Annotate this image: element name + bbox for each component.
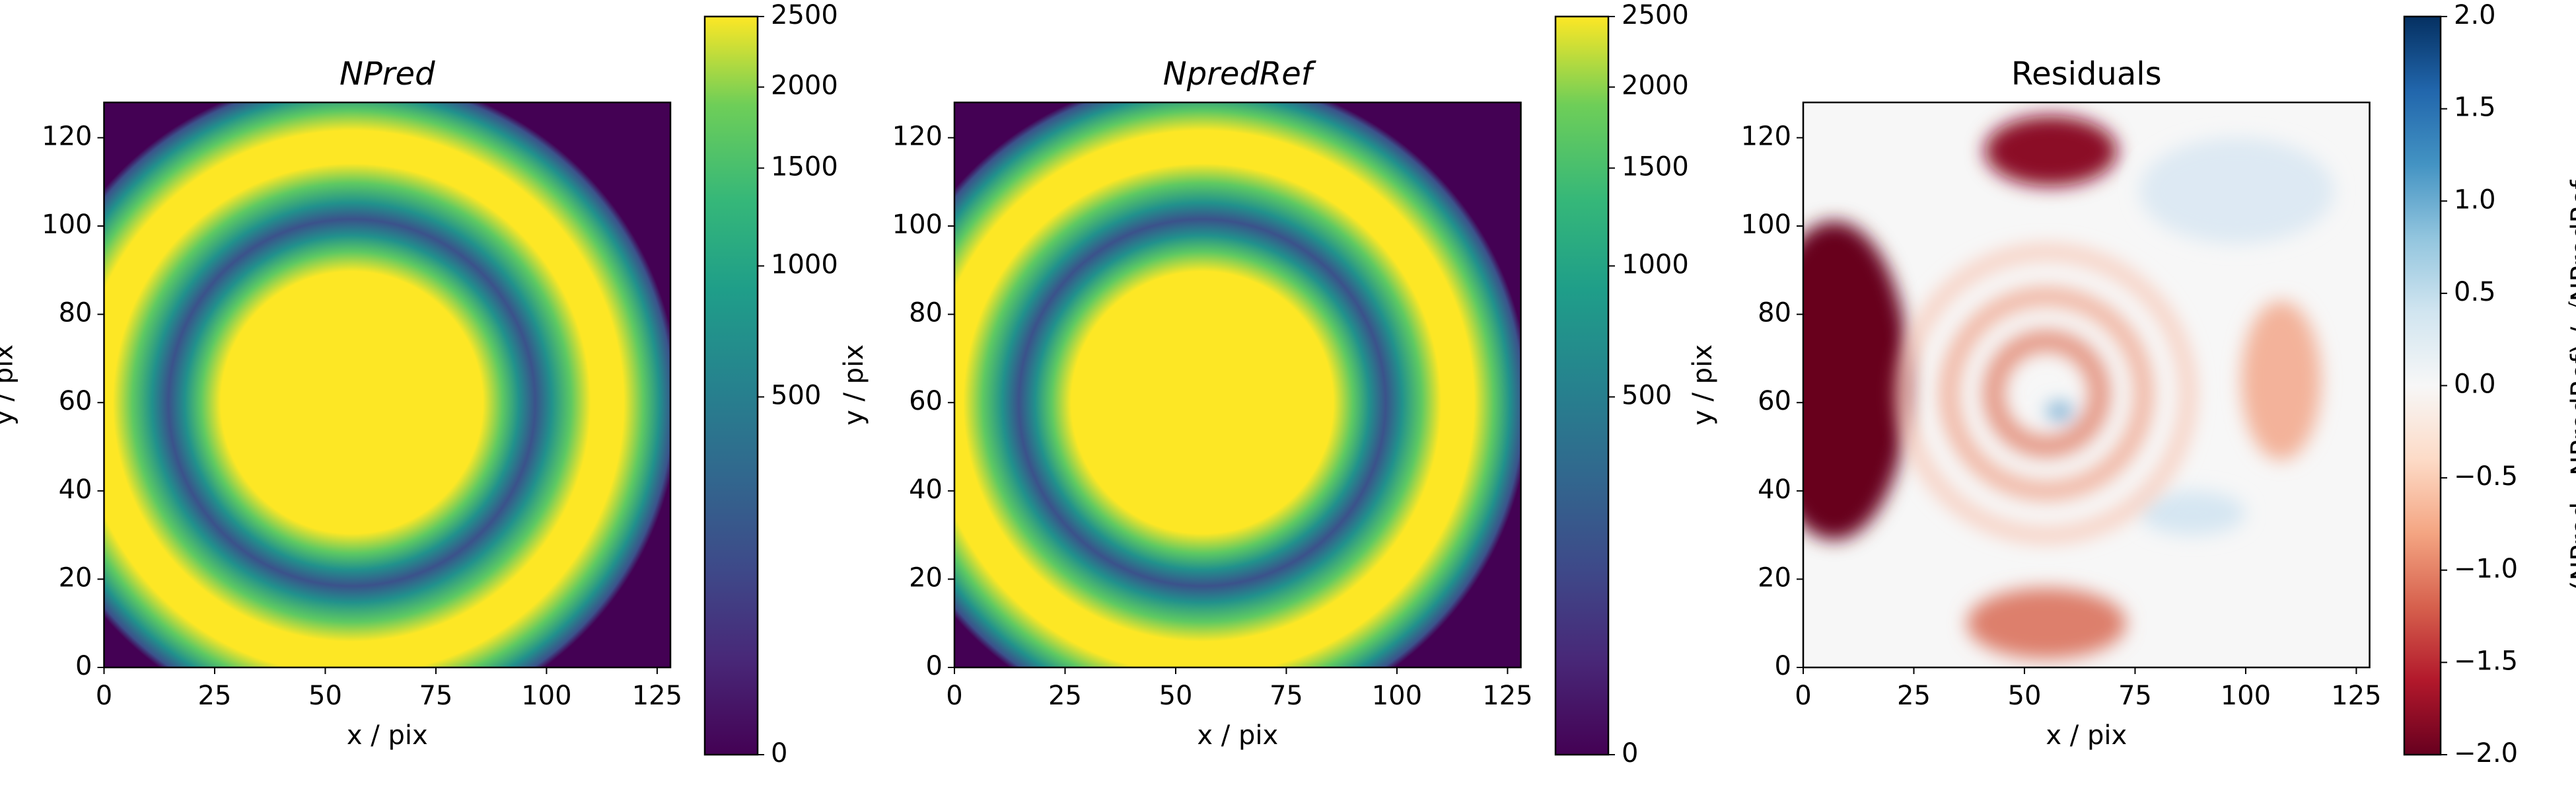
colorbar-tick-label: 0 [1622,738,1638,769]
colorbar-tick-label: −1.5 [2454,646,2518,676]
panel: NPred 0 25 50 75 100 125 0 20 40 60 80 100 120 x / pix… [0,0,838,769]
y-axis-label: y / pix [0,344,19,426]
colorbar-tick-label: 2000 [1622,71,1689,101]
colorbar-tick-label: 0.5 [2454,277,2496,307]
axes-frame [103,101,672,669]
colorbar-tick-label: 2500 [1622,0,1689,30]
colorbar-tick-label: −2.0 [2454,738,2518,769]
y-tick-label: 80 [1758,298,1791,328]
chart-title: NpredRef [1163,56,1316,93]
x-tick-label: 125 [2331,681,2381,711]
colorbar [703,15,759,756]
y-tick-label: 80 [909,298,943,328]
x-tick-label: 50 [308,681,342,711]
y-tick-label: 20 [59,562,92,593]
x-tick-label: 25 [1048,681,1082,711]
axes-frame [953,101,1522,669]
x-tick-label: 0 [1795,681,1811,711]
x-tick-label: 75 [1270,681,1303,711]
colorbar-tick-label: 1.5 [2454,93,2496,123]
x-axis-label: x / pix [1197,720,1278,751]
colorbar-tick-label: 2.0 [2454,0,2496,30]
heatmap-image [104,102,670,667]
colorbar-tick-label: 500 [1622,381,1672,411]
colorbar-tick-label: 1000 [771,249,838,280]
colorbar-tick-label: 0 [771,738,787,769]
y-tick-label: 120 [892,121,943,151]
x-tick-label: 0 [96,681,112,711]
x-tick-label: 50 [2008,681,2042,711]
colorbar-tick-label: 0.0 [2454,369,2496,400]
colorbar-tick-label: −1.0 [2454,554,2518,584]
y-tick-label: 100 [1741,209,1791,240]
colorbar-tick-label: 2000 [771,71,838,101]
y-tick-label: 100 [42,209,92,240]
colorbar-tick-label: −0.5 [2454,461,2518,492]
panel: NpredRef 0 25 50 75 100 125 0 20 40 60 80 100 120 x / … [839,0,1689,769]
x-tick-label: 0 [946,681,962,711]
colorbar-tick-label: 1000 [1622,249,1689,280]
x-tick-label: 75 [2118,681,2152,711]
colorbar-tick-label: 1500 [1622,151,1689,182]
x-tick-label: 100 [1372,681,1422,711]
heatmap-image [1803,102,2370,667]
y-tick-label: 80 [59,298,92,328]
axes-frame [1802,101,2371,669]
y-axis-label: y / pix [839,344,869,426]
chart-title: Residuals [2011,56,2162,93]
colorbar [2403,15,2442,756]
colorbar-tick-label: 500 [771,381,821,411]
y-tick-label: 40 [1758,474,1791,505]
x-tick-label: 25 [198,681,232,711]
colorbar-tick-label: 1500 [771,151,838,182]
y-tick-label: 60 [1758,386,1791,416]
heatmap-image [954,102,1521,667]
y-tick-label: 0 [1775,651,1791,681]
y-tick-label: 40 [59,474,92,505]
colorbar-tick-label: 2500 [771,0,838,30]
y-tick-label: 120 [1741,121,1791,151]
x-tick-label: 50 [1159,681,1193,711]
colorbar-tick-label: 1.0 [2454,184,2496,215]
y-tick-label: 60 [909,386,943,416]
y-tick-label: 120 [42,121,92,151]
x-tick-label: 100 [2221,681,2271,711]
y-tick-label: 20 [1758,562,1791,593]
y-tick-label: 40 [909,474,943,505]
y-tick-label: 20 [909,562,943,593]
colorbar [1554,15,1610,756]
x-tick-label: 75 [419,681,452,711]
y-tick-label: 100 [892,209,943,240]
y-tick-label: 0 [926,651,943,681]
chart-title: NPred [340,56,435,93]
x-axis-label: x / pix [347,720,428,751]
x-tick-label: 25 [1897,681,1931,711]
y-tick-label: 0 [75,651,92,681]
x-axis-label: x / pix [2046,720,2127,751]
x-tick-label: 125 [1482,681,1532,711]
x-tick-label: 125 [632,681,682,711]
x-tick-label: 100 [521,681,571,711]
panel: Residuals 0 25 50 75 100 125 0 20 40 60 80 100 120 x /… [1688,0,2576,769]
y-tick-label: 60 [59,386,92,416]
colorbar-label: (NPred - NPredRef) / √NPredRef [2566,180,2576,591]
y-axis-label: y / pix [1688,344,1718,426]
